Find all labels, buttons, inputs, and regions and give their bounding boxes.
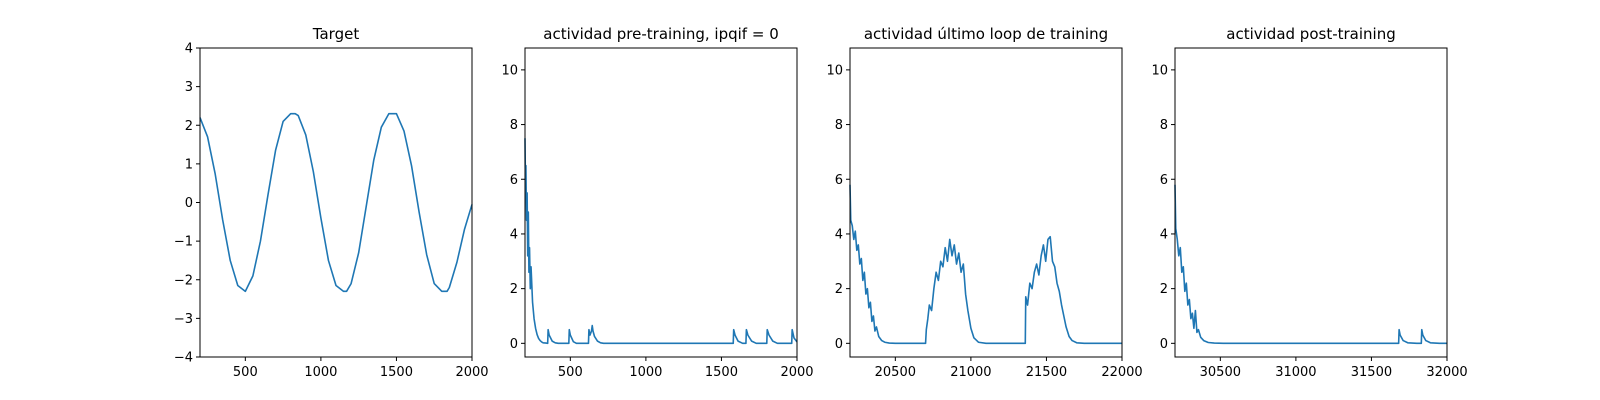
x-tick-label: 2000 — [455, 365, 488, 380]
y-tick-label: −1 — [174, 235, 193, 250]
subplot-title: actividad pre-training, ipqif = 0 — [543, 25, 779, 43]
x-tick-label: 20500 — [875, 365, 916, 380]
axes-frame — [524, 47, 798, 358]
series-line-1 — [849, 184, 1122, 345]
subplot-1: 500 1000 1500 2000 −4 −3 −2 −1 0 1 2 3 4 Target — [174, 25, 489, 380]
axes-frame — [199, 47, 473, 358]
y-tick-label: 4 — [185, 42, 193, 57]
y-tick-label: 4 — [510, 227, 518, 242]
x-tick-label: 1000 — [304, 365, 337, 380]
y-tick-label: 4 — [835, 227, 843, 242]
x-tick-label: 21000 — [950, 365, 991, 380]
y-tick-label: 2 — [1160, 282, 1168, 297]
x-tick-label: 2000 — [780, 365, 813, 380]
axes-frame — [849, 47, 1123, 358]
y-tick-label: 8 — [510, 118, 518, 133]
y-tick-label: 2 — [185, 119, 193, 134]
subplot-3: 20500 21000 21500 22000 0 2 4 6 8 10 actividad últ… — [826, 25, 1142, 380]
subplot-title: actividad último loop de training — [864, 25, 1108, 43]
axes-frame — [1174, 47, 1448, 358]
y-tick-label: 6 — [510, 173, 518, 188]
x-tick-label: 1000 — [629, 365, 662, 380]
y-tick-label: 2 — [835, 282, 843, 297]
x-tick-label: 32000 — [1426, 365, 1467, 380]
y-tick-label: 6 — [1160, 173, 1168, 188]
x-tick-label: 31000 — [1275, 365, 1316, 380]
x-tick-label: 500 — [558, 365, 583, 380]
y-tick-label: −2 — [174, 273, 193, 288]
x-tick-label: 30500 — [1200, 365, 1241, 380]
y-tick-label: 6 — [835, 173, 843, 188]
series-line-1 — [199, 112, 473, 293]
y-tick-label: 0 — [510, 337, 518, 352]
y-tick-label: 3 — [185, 80, 193, 95]
subplot-2: 500 1000 1500 2000 0 2 4 6 8 10 actividad pre-trai… — [501, 25, 813, 380]
y-tick-label: 10 — [826, 63, 843, 78]
series-line-1 — [1174, 184, 1447, 345]
x-tick-label: 1500 — [380, 365, 413, 380]
y-tick-label: 2 — [510, 282, 518, 297]
x-tick-label: 21500 — [1026, 365, 1067, 380]
series-line-1 — [524, 138, 798, 345]
y-tick-label: 8 — [835, 118, 843, 133]
y-tick-label: 4 — [1160, 227, 1168, 242]
y-tick-label: −3 — [174, 312, 193, 327]
y-tick-label: 10 — [501, 63, 518, 78]
y-tick-label: −4 — [174, 351, 193, 366]
x-tick-label: 22000 — [1101, 365, 1142, 380]
subplot-title: Target — [312, 25, 360, 43]
subplot-title: actividad post-training — [1226, 25, 1395, 43]
y-tick-label: 0 — [1160, 337, 1168, 352]
y-tick-label: 1 — [185, 157, 193, 172]
y-tick-label: 8 — [1160, 118, 1168, 133]
y-tick-label: 0 — [185, 196, 193, 211]
y-tick-label: 10 — [1151, 63, 1168, 78]
x-tick-label: 1500 — [705, 365, 738, 380]
x-tick-label: 31500 — [1351, 365, 1392, 380]
subplot-4: 30500 31000 31500 32000 0 2 4 6 8 10 actividad pos… — [1151, 25, 1467, 380]
x-tick-label: 500 — [233, 365, 258, 380]
y-tick-label: 0 — [835, 337, 843, 352]
